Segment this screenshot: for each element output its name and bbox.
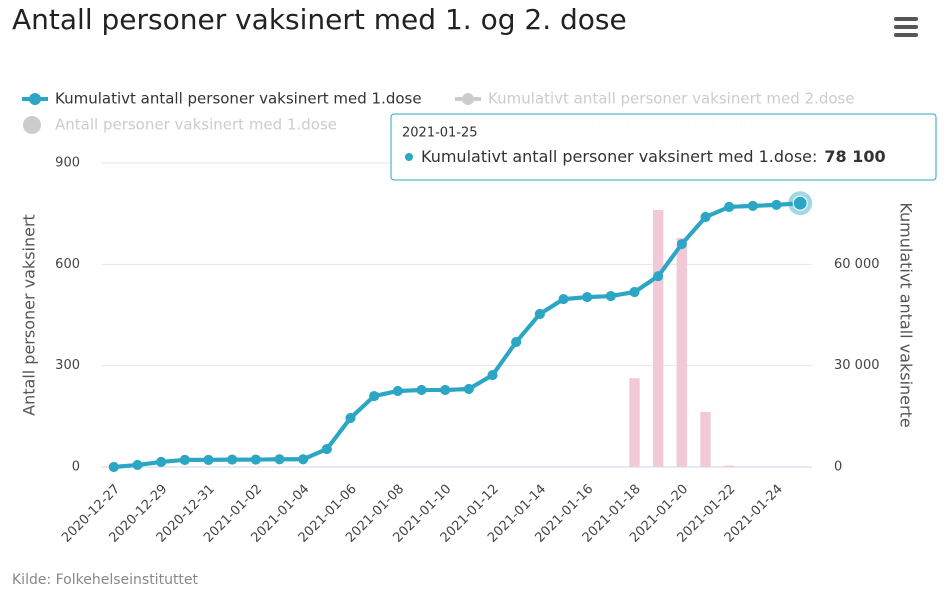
- point: [653, 271, 664, 282]
- bar: [629, 378, 640, 467]
- point: [321, 444, 332, 455]
- y2-tick-label: 30 000: [834, 358, 880, 373]
- menu-bar[interactable]: [894, 25, 918, 29]
- y-tick-label: 0: [72, 460, 80, 475]
- tooltip-series: Kumulativt antall personer vaksinert med…: [421, 147, 817, 166]
- point: [345, 413, 356, 424]
- point: [700, 212, 711, 223]
- menu-icon[interactable]: [894, 17, 918, 37]
- line: [113, 201, 801, 469]
- point: [108, 462, 119, 472]
- source: Kilde: Folkehelseinstituttet: [12, 572, 199, 588]
- point: [792, 195, 808, 211]
- point: [534, 308, 545, 319]
- legend-label: Kumulativt antall personer vaksinert med…: [488, 90, 855, 108]
- point: [629, 287, 640, 298]
- bar: [676, 237, 688, 467]
- menu-bar[interactable]: [894, 17, 918, 21]
- point: [392, 386, 403, 396]
- point: [747, 200, 758, 211]
- point: [369, 391, 380, 402]
- point: [179, 454, 190, 465]
- bar: [700, 411, 711, 467]
- y-tick-label: 300: [55, 358, 80, 373]
- tooltip-value: 78 100: [824, 147, 885, 166]
- y2-axis-title: Kumulativt antall vaksinerte: [897, 202, 916, 427]
- chart-title: Antall personer vaksinert med 1. og 2. d…: [12, 3, 627, 36]
- tooltip-date: 2021-01-25: [402, 126, 478, 141]
- point: [416, 384, 427, 395]
- point: [605, 291, 616, 302]
- y-tick-label: 900: [55, 156, 80, 171]
- point: [463, 383, 474, 394]
- point: [250, 454, 261, 465]
- y2-tick-label: 60 000: [834, 257, 880, 272]
- legend-marker: [462, 93, 474, 105]
- point: [274, 454, 285, 465]
- point: [440, 384, 451, 395]
- point: [487, 370, 498, 381]
- menu-bar[interactable]: [894, 33, 918, 37]
- bar: [723, 465, 735, 467]
- tooltip-box: [390, 113, 937, 181]
- y-axis-title: Antall personer vaksinert: [20, 214, 39, 416]
- point: [132, 459, 143, 470]
- legend-label: Kumulativt antall personer vaksinert med…: [55, 90, 422, 108]
- point: [676, 239, 687, 250]
- y2-tick-label: 0: [834, 460, 842, 475]
- bar: [652, 209, 664, 467]
- point: [156, 456, 167, 467]
- point: [203, 454, 214, 465]
- point: [582, 292, 593, 303]
- legend-item[interactable]: Kumulativt antall personer vaksinert med…: [22, 90, 422, 108]
- point: [298, 454, 309, 465]
- point: [227, 454, 238, 465]
- tooltip-marker: [405, 153, 413, 161]
- line: [113, 201, 801, 469]
- y-tick-label: 600: [55, 257, 80, 272]
- legend-item[interactable]: Antall personer vaksinert med 1.dose: [23, 116, 337, 135]
- point: [724, 201, 735, 212]
- legend-item[interactable]: Kumulativt antall personer vaksinert med…: [455, 90, 855, 108]
- tooltip: 2021-01-25 Kumulativt antall personer vak…: [390, 113, 937, 181]
- point: [771, 199, 782, 210]
- point: [558, 294, 569, 305]
- point: [511, 337, 522, 348]
- legend-marker: [23, 116, 41, 134]
- legend-marker: [29, 93, 41, 105]
- tooltip-text: Kumulativt antall personer vaksinert med…: [421, 147, 886, 166]
- legend-label: Antall personer vaksinert med 1.dose: [55, 116, 337, 134]
